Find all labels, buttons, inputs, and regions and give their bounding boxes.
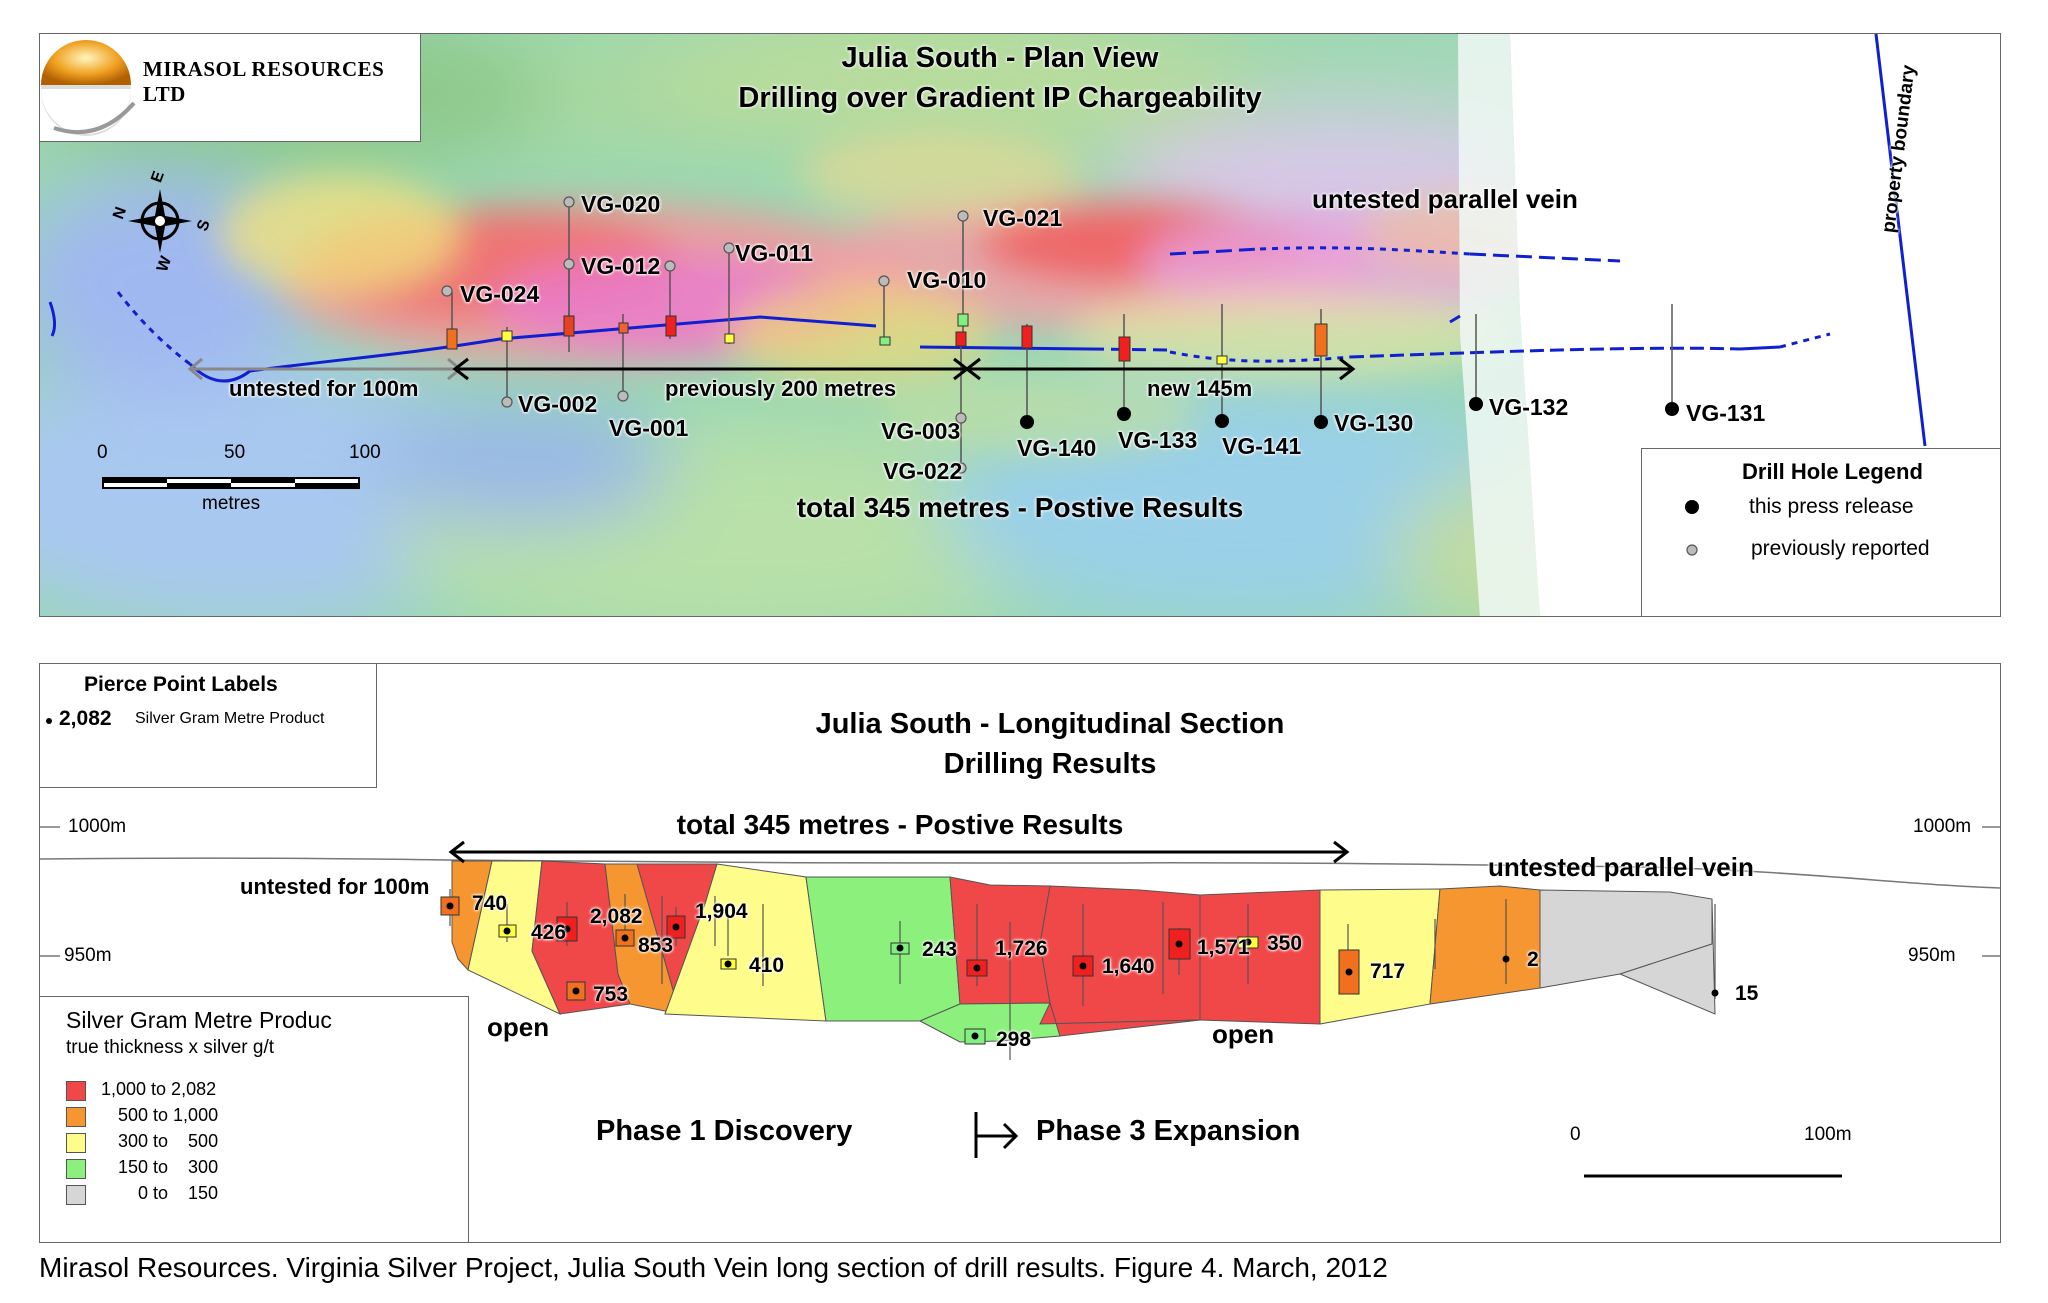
elev-1000-right: 1000m — [1913, 816, 1972, 837]
pierce-value-410: 410 — [749, 954, 785, 977]
section-scale-100m: 100m — [1804, 1124, 1852, 1145]
pierce-legend-value: 2,082 — [59, 707, 112, 730]
plan-scale-unit: metres — [202, 493, 261, 514]
elev-1000-left: 1000m — [68, 816, 127, 837]
figure-caption: Mirasol Resources. Virginia Silver Proje… — [39, 1252, 1388, 1283]
sgmp-swatch-1 — [66, 1107, 86, 1127]
section-untested-parallel-vein: untested parallel vein — [1488, 852, 1754, 882]
sgmp-label-2: 300 to 500 — [118, 1131, 219, 1151]
hole-label-vg-010: VG-010 — [907, 267, 987, 293]
drill-hole-legend-title: Drill Hole Legend — [1742, 459, 1923, 484]
elev-950-left: 950m — [64, 945, 112, 966]
previously-200m-label: previously 200 metres — [665, 376, 897, 401]
pierce-value-298: 298 — [996, 1028, 1032, 1051]
pierce-legend-dot — [46, 718, 52, 724]
plan-scale-bar — [102, 477, 360, 489]
company-name: MIRASOL RESOURCES LTD — [143, 57, 385, 106]
new-hole-symbol — [1685, 500, 1699, 514]
pierce-value-350: 350 — [1267, 932, 1303, 955]
elev-950-right: 950m — [1908, 945, 1956, 966]
pierce-value-753: 753 — [593, 983, 629, 1006]
hole-label-vg-003: VG-003 — [881, 418, 961, 444]
hole-label-vg-133: VG-133 — [1118, 427, 1198, 453]
pierce-value-1726: 1,726 — [995, 937, 1048, 960]
untested-parallel-vein-label: untested parallel vein — [1312, 184, 1578, 214]
legend-previous-label: previously reported — [1751, 537, 1930, 560]
pierce-value-2: 2 — [1527, 948, 1539, 971]
section-title: Julia South - Longitudinal Section — [815, 708, 1285, 740]
open-left-label: open — [487, 1012, 550, 1042]
section-subtitle: Drilling Results — [943, 748, 1157, 780]
hole-label-vg-021: VG-021 — [983, 205, 1063, 231]
sgmp-label-1: 500 to 1,000 — [118, 1105, 219, 1125]
drill-hole-legend: Drill Hole Legend this press release pre… — [1641, 448, 2000, 616]
pierce-value-426: 426 — [531, 921, 567, 944]
phase3-label: Phase 3 Expansion — [1036, 1115, 1301, 1147]
hole-label-vg-131: VG-131 — [1686, 400, 1766, 426]
pierce-value-1571: 1,571 — [1197, 936, 1250, 959]
compass-w: W — [154, 253, 175, 274]
hole-label-vg-140: VG-140 — [1017, 435, 1097, 461]
vein-traces — [48, 34, 1927, 447]
legend-new-label: this press release — [1749, 495, 1914, 518]
pierce-value-853: 853 — [638, 934, 674, 957]
chargeability-background — [40, 34, 2000, 616]
section-untested-100m: untested for 100m — [240, 874, 430, 899]
pierce-point-legend: Pierce Point Labels 2,082 Silver Gram Me… — [40, 664, 377, 788]
legend-symbols — [1685, 500, 1699, 556]
company-logo-icon — [41, 40, 136, 136]
sgmp-label-4: 0 to 150 — [138, 1183, 219, 1203]
phase1-label: Phase 1 Discovery — [596, 1115, 853, 1147]
plan-scale-0: 0 — [97, 442, 108, 463]
compass-rose-icon: E N S W — [110, 169, 214, 275]
sgmp-legend-subtitle: true thickness x silver g/t — [66, 1037, 275, 1058]
company-logo-box: MIRASOL RESOURCES LTD — [40, 34, 421, 142]
hole-label-vg-020: VG-020 — [581, 191, 661, 217]
pierce-legend-text: Silver Gram Metre Product — [135, 710, 325, 727]
pierce-value-1904: 1,904 — [695, 900, 748, 923]
section-scale-0: 0 — [1570, 1124, 1581, 1145]
new-145m-label: new 145m — [1147, 376, 1253, 401]
untested-100m-label: untested for 100m — [229, 376, 419, 401]
plan-total-label: total 345 metres - Postive Results — [796, 492, 1244, 523]
plan-subtitle: Drilling over Gradient IP Chargeability — [738, 82, 1262, 114]
pierce-value-740: 740 — [472, 892, 508, 915]
long-section-drawing — [40, 826, 2000, 1178]
hole-label-vg-132: VG-132 — [1489, 394, 1569, 420]
pierce-value-243: 243 — [922, 938, 958, 961]
hole-label-vg-141: VG-141 — [1222, 433, 1302, 459]
hole-label-vg-012: VG-012 — [581, 253, 661, 279]
pierce-value-2082: 2,082 — [590, 905, 643, 928]
hole-label-vg-001: VG-001 — [609, 415, 689, 441]
plan-view-map: MIRASOL RESOURCES LTD Julia South - Plan… — [39, 33, 2001, 617]
compass-n: N — [110, 205, 130, 222]
open-right-label: open — [1212, 1019, 1275, 1049]
sgmp-label-0: 1,000 to 2,082 — [101, 1079, 217, 1099]
sgmp-legend: Silver Gram Metre Produc true thickness … — [40, 996, 469, 1242]
pierce-value-1640: 1,640 — [1102, 955, 1155, 978]
sgmp-swatch-4 — [66, 1185, 86, 1205]
sgmp-legend-title: Silver Gram Metre Produc — [66, 1007, 332, 1033]
plan-scale-50: 50 — [224, 442, 246, 463]
hole-label-vg-130: VG-130 — [1334, 410, 1414, 436]
previous-hole-symbol — [1686, 544, 1698, 556]
hole-label-vg-022: VG-022 — [883, 458, 963, 484]
drill-holes — [102, 196, 1679, 489]
long-section: Pierce Point Labels 2,082 Silver Gram Me… — [39, 663, 2001, 1243]
pierce-value-15: 15 — [1735, 982, 1759, 1005]
sgmp-swatch-0 — [66, 1081, 86, 1101]
sgmp-swatch-2 — [66, 1133, 86, 1153]
sgmp-label-3: 150 to 300 — [118, 1157, 219, 1177]
sgmp-swatch-3 — [66, 1159, 86, 1179]
hole-label-vg-024: VG-024 — [460, 281, 540, 307]
compass-e: E — [148, 169, 168, 185]
compass-s: S — [194, 217, 214, 233]
pierce-legend-title: Pierce Point Labels — [84, 673, 278, 696]
hole-label-vg-011: VG-011 — [735, 240, 813, 266]
section-total-label: total 345 metres - Postive Results — [676, 809, 1124, 840]
pierce-value-717: 717 — [1370, 960, 1406, 983]
plan-scale-100: 100 — [349, 442, 381, 463]
plan-title: Julia South - Plan View — [841, 42, 1159, 74]
hole-label-vg-002: VG-002 — [518, 391, 598, 417]
